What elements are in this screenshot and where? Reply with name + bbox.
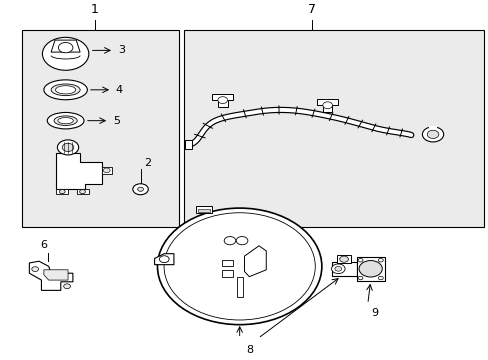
Ellipse shape — [44, 80, 87, 100]
Bar — [22, 30, 179, 227]
Circle shape — [357, 258, 362, 262]
Polygon shape — [212, 94, 233, 107]
Polygon shape — [44, 270, 68, 280]
Circle shape — [422, 127, 443, 142]
Bar — [102, 167, 111, 174]
Bar — [77, 189, 89, 194]
Ellipse shape — [55, 86, 76, 94]
Bar — [184, 140, 191, 149]
Circle shape — [159, 256, 169, 262]
Bar — [356, 257, 384, 281]
Bar — [337, 255, 350, 262]
Bar — [331, 262, 356, 276]
Text: 5: 5 — [113, 116, 120, 126]
Circle shape — [63, 284, 70, 289]
Bar — [222, 270, 233, 277]
Circle shape — [80, 190, 85, 194]
Circle shape — [378, 276, 383, 280]
Bar — [222, 260, 233, 266]
Circle shape — [138, 187, 143, 191]
Text: 7: 7 — [307, 3, 316, 16]
Circle shape — [236, 237, 247, 245]
Text: 9: 9 — [371, 307, 378, 318]
Circle shape — [133, 184, 148, 195]
Circle shape — [157, 208, 321, 325]
Circle shape — [358, 261, 382, 277]
Polygon shape — [316, 99, 338, 112]
Bar — [197, 209, 210, 212]
Ellipse shape — [58, 118, 73, 124]
Circle shape — [427, 130, 438, 139]
Circle shape — [331, 264, 345, 274]
Bar — [183, 30, 483, 227]
Bar — [236, 276, 242, 297]
Text: 6: 6 — [41, 240, 47, 250]
Circle shape — [57, 140, 79, 155]
Circle shape — [58, 42, 73, 53]
Bar — [56, 189, 68, 194]
Bar — [196, 206, 211, 213]
Text: 4: 4 — [116, 85, 123, 95]
Text: 1: 1 — [90, 3, 99, 16]
Circle shape — [334, 266, 341, 271]
Circle shape — [378, 258, 383, 262]
Polygon shape — [154, 254, 174, 265]
Circle shape — [357, 276, 362, 280]
Circle shape — [42, 37, 89, 70]
Text: 2: 2 — [144, 158, 151, 168]
Circle shape — [62, 143, 74, 152]
Text: 8: 8 — [245, 345, 252, 355]
Circle shape — [218, 97, 227, 104]
Text: 3: 3 — [118, 45, 124, 55]
Polygon shape — [56, 153, 102, 189]
Circle shape — [103, 168, 110, 173]
Polygon shape — [51, 40, 80, 52]
Circle shape — [339, 256, 348, 262]
Ellipse shape — [51, 84, 80, 96]
Circle shape — [32, 267, 39, 271]
Polygon shape — [29, 261, 73, 291]
Circle shape — [59, 190, 65, 194]
Circle shape — [224, 237, 235, 245]
Polygon shape — [244, 246, 265, 276]
Ellipse shape — [54, 116, 77, 126]
Circle shape — [322, 102, 332, 109]
Ellipse shape — [47, 112, 84, 129]
